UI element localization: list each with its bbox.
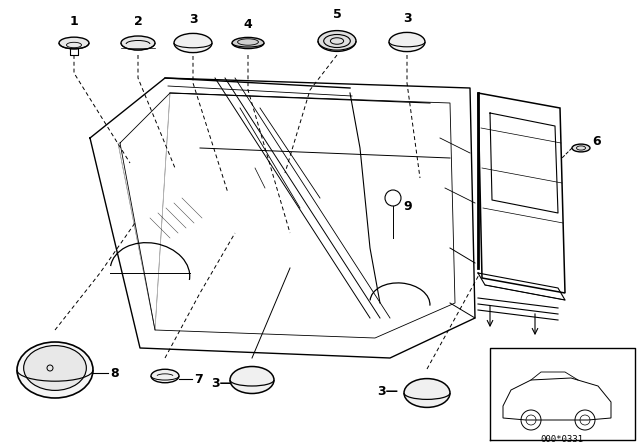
Ellipse shape: [230, 366, 274, 393]
Text: 4: 4: [244, 18, 252, 31]
Text: 5: 5: [333, 8, 341, 21]
Text: 9: 9: [404, 200, 412, 213]
Text: 8: 8: [110, 366, 118, 379]
Ellipse shape: [17, 342, 93, 398]
Text: 3: 3: [403, 12, 412, 25]
Ellipse shape: [572, 144, 590, 152]
Ellipse shape: [232, 37, 264, 48]
Text: 1: 1: [70, 15, 78, 28]
Ellipse shape: [151, 369, 179, 383]
Text: 2: 2: [134, 15, 142, 28]
Text: 3—: 3—: [377, 384, 398, 397]
Text: 3: 3: [189, 13, 197, 26]
Ellipse shape: [121, 36, 155, 50]
Ellipse shape: [174, 34, 212, 52]
Ellipse shape: [24, 345, 86, 390]
Text: 3—: 3—: [211, 376, 232, 389]
Text: 000*0331: 000*0331: [541, 435, 584, 444]
Ellipse shape: [404, 379, 450, 407]
Text: 7: 7: [194, 372, 203, 385]
Ellipse shape: [59, 37, 89, 49]
Ellipse shape: [389, 32, 425, 52]
Text: 6: 6: [593, 135, 602, 148]
Ellipse shape: [318, 30, 356, 52]
